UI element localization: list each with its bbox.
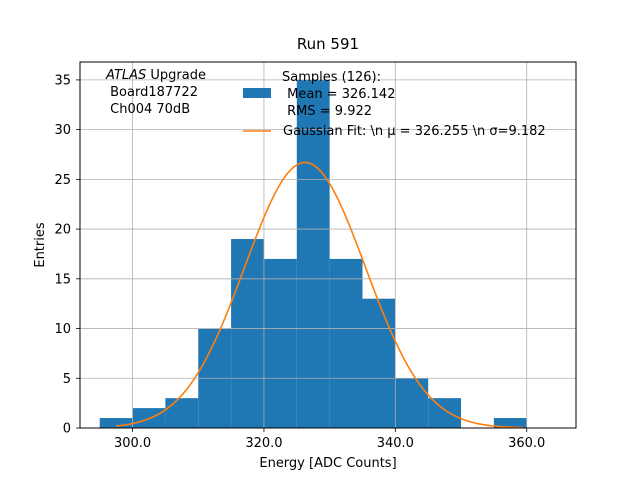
legend-samples-line: RMS = 9.922	[283, 104, 372, 119]
x-tick-label: 320.0	[245, 436, 282, 451]
plot-area	[79, 61, 577, 429]
legend-samples-line: Mean = 326.142	[283, 87, 395, 102]
annotation-italic-word: ATLAS	[105, 68, 146, 83]
histogram-bar	[263, 258, 297, 428]
y-tick-label: 30	[54, 123, 71, 138]
gaussian-fit-curve	[116, 161, 524, 429]
histogram-bar	[231, 239, 264, 428]
legend: Samples (126): Mean = 326.142 RMS = 9.92…	[243, 70, 546, 139]
annotation-line-2: Board187722	[106, 85, 198, 100]
y-tick-label: 15	[54, 272, 71, 287]
x-axis-ticks: 300.0 320.0 340.0 360.0	[114, 428, 545, 451]
legend-swatch-samples	[243, 88, 271, 98]
annotation-line-1: ATLAS Upgrade	[105, 68, 206, 83]
y-axis-ticks: 0 5 10 15 20 25 30 35	[54, 73, 80, 437]
annotation-line-3: Ch004 70dB	[106, 102, 190, 117]
histogram-bars	[99, 79, 527, 429]
histogram-bar	[296, 79, 330, 429]
y-tick-label: 25	[54, 173, 71, 188]
legend-samples-line: Samples (126):	[282, 70, 381, 85]
histogram-bar	[329, 258, 363, 428]
run-annotation: ATLAS Upgrade Board187722 Ch004 70dB	[105, 68, 206, 117]
histogram-bar	[362, 298, 396, 428]
legend-label-samples: Samples (126): Mean = 326.142 RMS = 9.92…	[282, 70, 395, 119]
x-tick-label: 340.0	[377, 436, 414, 451]
x-axis-label: Energy [ADC Counts]	[259, 456, 396, 471]
legend-label-fit: Gaussian Fit: \n μ = 326.255 \n σ=9.182	[283, 124, 546, 139]
annotation-line-1-rest: Upgrade	[146, 68, 206, 83]
histogram-bar	[99, 418, 133, 428]
y-tick-label: 10	[54, 322, 71, 337]
y-tick-label: 20	[54, 223, 71, 238]
axes-frame	[79, 61, 577, 429]
y-tick-label: 5	[63, 372, 71, 387]
x-tick-label: 360.0	[508, 436, 545, 451]
histogram-bar	[395, 378, 429, 428]
chart-title: Run 591	[297, 35, 359, 53]
histogram-bar	[165, 398, 199, 428]
y-tick-label: 35	[54, 73, 71, 88]
y-axis-label: Entries	[33, 222, 48, 268]
histogram-bar	[428, 398, 462, 428]
histogram-bar	[493, 418, 527, 428]
x-tick-label: 300.0	[114, 436, 151, 451]
y-tick-label: 0	[63, 422, 71, 437]
